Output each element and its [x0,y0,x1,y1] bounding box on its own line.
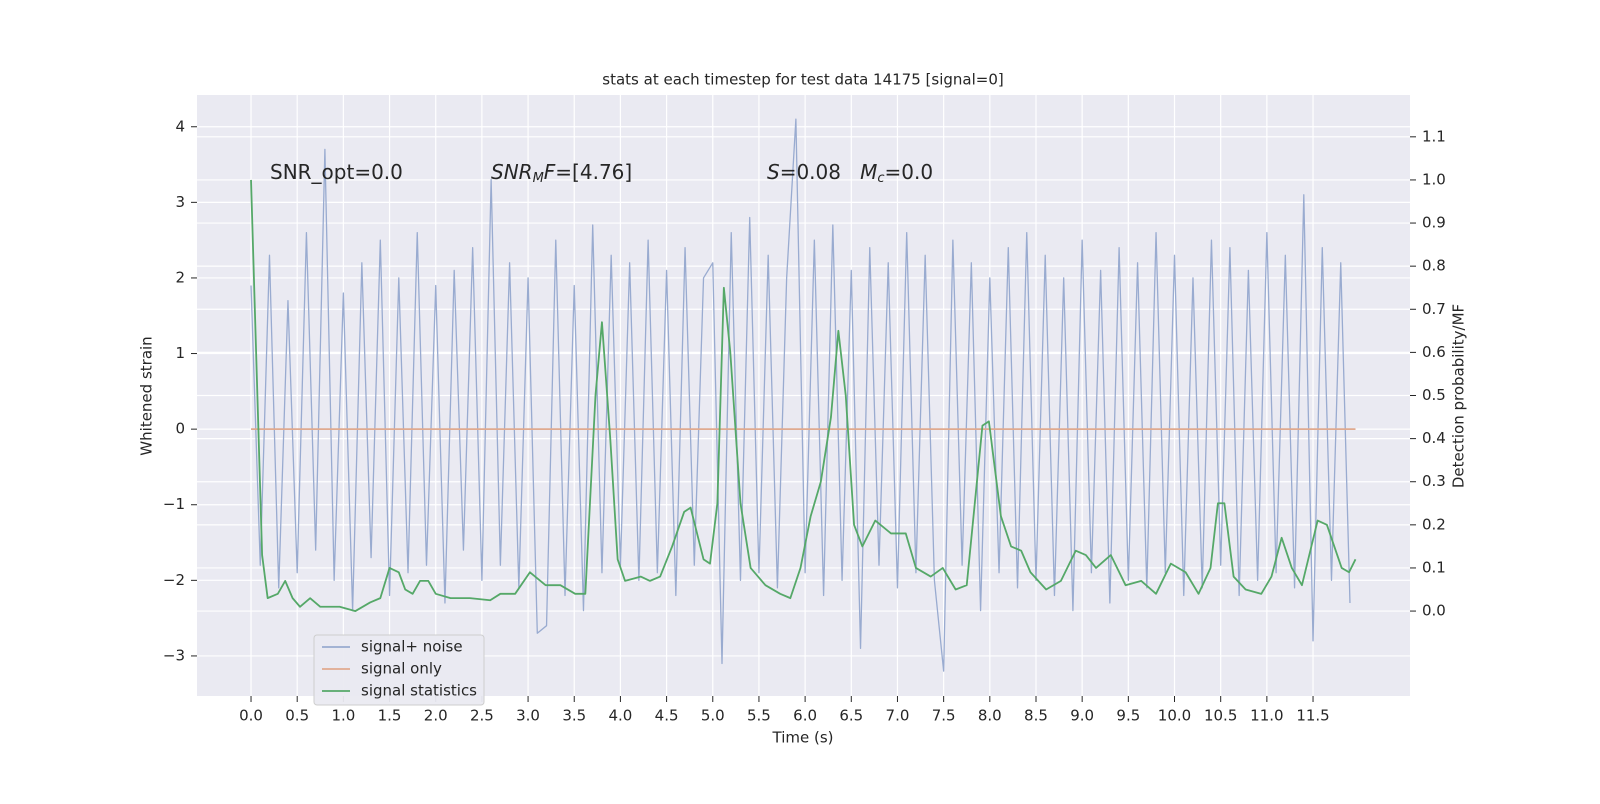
x-axis-label: Time (s) [772,729,834,747]
x-tick-label: 8.0 [978,707,1002,725]
y-tick-label: 0 [175,420,185,438]
y-tick-label: 3 [175,193,185,211]
x-tick-label: 2.0 [424,707,448,725]
y2-tick-label: 0.6 [1422,343,1446,361]
y2-axis-label: Detection probability/MF [1450,304,1468,488]
legend-label: signal only [361,660,442,678]
x-tick-label: 0.0 [239,707,263,725]
y2-tick-label: 0.8 [1422,257,1446,275]
annotation-part: SNR_opt=0.0 [270,160,403,184]
x-tick-label: 7.0 [886,707,910,725]
series-line [250,179,1357,612]
x-tick-label: 6.5 [839,707,863,725]
y-tick-label: −1 [163,495,185,513]
annotation-part: M [860,160,877,184]
y2-tick-label: 1.0 [1422,170,1446,188]
x-tick-label: 4.0 [608,707,632,725]
annotation-part: =0.08 [780,160,860,184]
x-tick-label: 8.5 [1024,707,1048,725]
x-tick-label: 3.5 [562,707,586,725]
y2-tick-label: 0.0 [1422,602,1446,620]
annotation-part: F [544,160,556,184]
annotation: S=0.08 Mc=0.0 [767,160,933,186]
y-tick-label: 2 [175,268,185,286]
x-tick-label: 4.5 [655,707,679,725]
y2-tick-label: 0.5 [1422,386,1446,404]
y2-tick-label: 0.4 [1422,429,1446,447]
x-tick-label: 1.0 [331,707,355,725]
annotation: SNR_opt=0.0 [270,160,403,184]
chart-title: stats at each timestep for test data 141… [602,71,1003,89]
legend-box [313,634,485,706]
y2-tick-label: 0.9 [1422,214,1446,232]
y-tick-label: −2 [163,571,185,589]
x-tick-label: 11.5 [1296,707,1329,725]
y2-tick-label: 0.7 [1422,300,1446,318]
annotation-part: =[4.76] [555,160,632,184]
annotation: SNRMF=[4.76] [491,160,632,186]
x-tick-label: 6.0 [793,707,817,725]
x-tick-label: 2.5 [470,707,494,725]
y2-tick-label: 1.1 [1422,127,1446,145]
y-tick-label: −3 [163,646,185,664]
y-tick-label: 1 [175,344,185,362]
y-tick-label: 4 [175,117,185,135]
x-tick-label: 5.0 [701,707,725,725]
y2-tick-label: 0.3 [1422,472,1446,490]
x-tick-label: 3.0 [516,707,540,725]
x-tick-label: 10.5 [1204,707,1237,725]
x-tick-label: 9.5 [1116,707,1140,725]
x-tick-label: 7.5 [932,707,956,725]
y-axis-label: Whitened strain [138,336,156,455]
legend-label: signal statistics [361,682,477,700]
x-tick-label: 5.5 [747,707,771,725]
x-tick-label: 10.0 [1158,707,1191,725]
annotation-part: =0.0 [885,160,934,184]
x-tick-label: 0.5 [285,707,309,725]
series-line [250,118,1351,672]
annotation-part: S [767,160,780,184]
x-tick-label: 11.0 [1250,707,1283,725]
y2-tick-label: 0.2 [1422,515,1446,533]
annotation-part: SNR [491,160,533,184]
annotation-part: M [533,171,544,186]
x-tick-label: 1.5 [378,707,402,725]
x-tick-label: 9.0 [1070,707,1094,725]
y2-tick-label: 0.1 [1422,558,1446,576]
annotation-part: c [877,171,884,186]
legend-label: signal+ noise [361,638,463,656]
